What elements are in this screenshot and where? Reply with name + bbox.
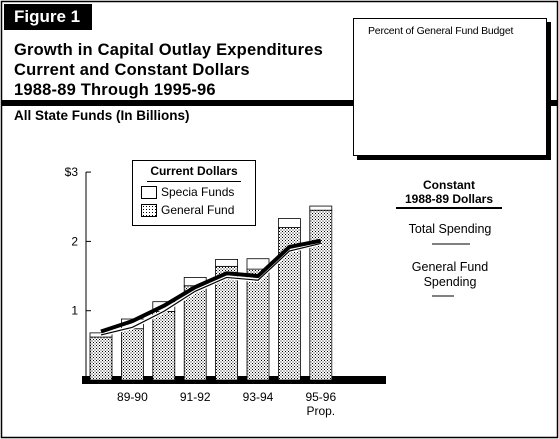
title-separator	[2, 100, 557, 106]
title-line-3: 1988-89 Through 1995-96	[14, 81, 216, 99]
legend-general-fund-label: General Fund	[161, 203, 235, 217]
gf-spending-label-line-1: General Fund	[411, 260, 489, 274]
general-fund-bar	[89, 336, 113, 381]
legend-title: Current Dollars	[150, 164, 238, 178]
y-tick-label: $3	[65, 165, 79, 179]
special-funds-bar	[89, 332, 113, 338]
chart-title: Growth in Capital Outlay Expenditures Cu…	[14, 40, 323, 100]
special-funds-swatch	[141, 186, 157, 199]
general-fund-bar	[183, 285, 207, 381]
x-tick-label: 95-96	[305, 390, 336, 404]
special-funds-bar	[277, 218, 301, 228]
x-tick-label: 93-94	[243, 390, 274, 404]
gf-spending-label-line-2: Spending	[423, 275, 477, 289]
general-fund-bar	[246, 268, 270, 381]
general-fund-swatch	[141, 204, 157, 217]
special-funds-bar	[309, 205, 333, 211]
figure-label: Figure 1	[4, 4, 92, 30]
inset-title: Percent of General Fund Budget	[368, 25, 514, 37]
x-tick-label: 91-92	[180, 390, 211, 404]
general-fund-bar	[309, 209, 333, 381]
title-line-1: Growth in Capital Outlay Expenditures	[14, 41, 324, 59]
y-tick-label: 2	[71, 234, 78, 248]
general-fund-bar	[215, 265, 239, 381]
legend: Current Dollars Specia Funds General Fun…	[132, 160, 256, 226]
general-fund-bar	[121, 328, 144, 381]
total-spending-line	[100, 238, 322, 334]
inset-chart-box: Percent of General Fund Budget	[353, 18, 547, 156]
legend-divider	[147, 181, 241, 182]
legend-special-funds-label: Specia Funds	[161, 185, 235, 199]
title-line-2: Current and Constant Dollars	[14, 61, 250, 79]
special-funds-bar	[215, 259, 239, 267]
constant-dollars-key: Constant 1988-89 Dollars	[396, 178, 502, 209]
x-tick-label: Prop.	[306, 404, 335, 418]
x-tick-label: 89-90	[117, 390, 148, 404]
chart-subtitle: All State Funds (In Billions)	[14, 108, 190, 123]
total-spending-label: Total Spending	[408, 222, 492, 236]
constant-title-line-2: 1988-89 Dollars	[396, 192, 502, 209]
y-tick-label: 1	[71, 304, 78, 318]
gf-spending-line	[100, 242, 321, 336]
constant-title-line-1: Constant	[423, 178, 475, 192]
general-fund-bar	[152, 310, 176, 381]
